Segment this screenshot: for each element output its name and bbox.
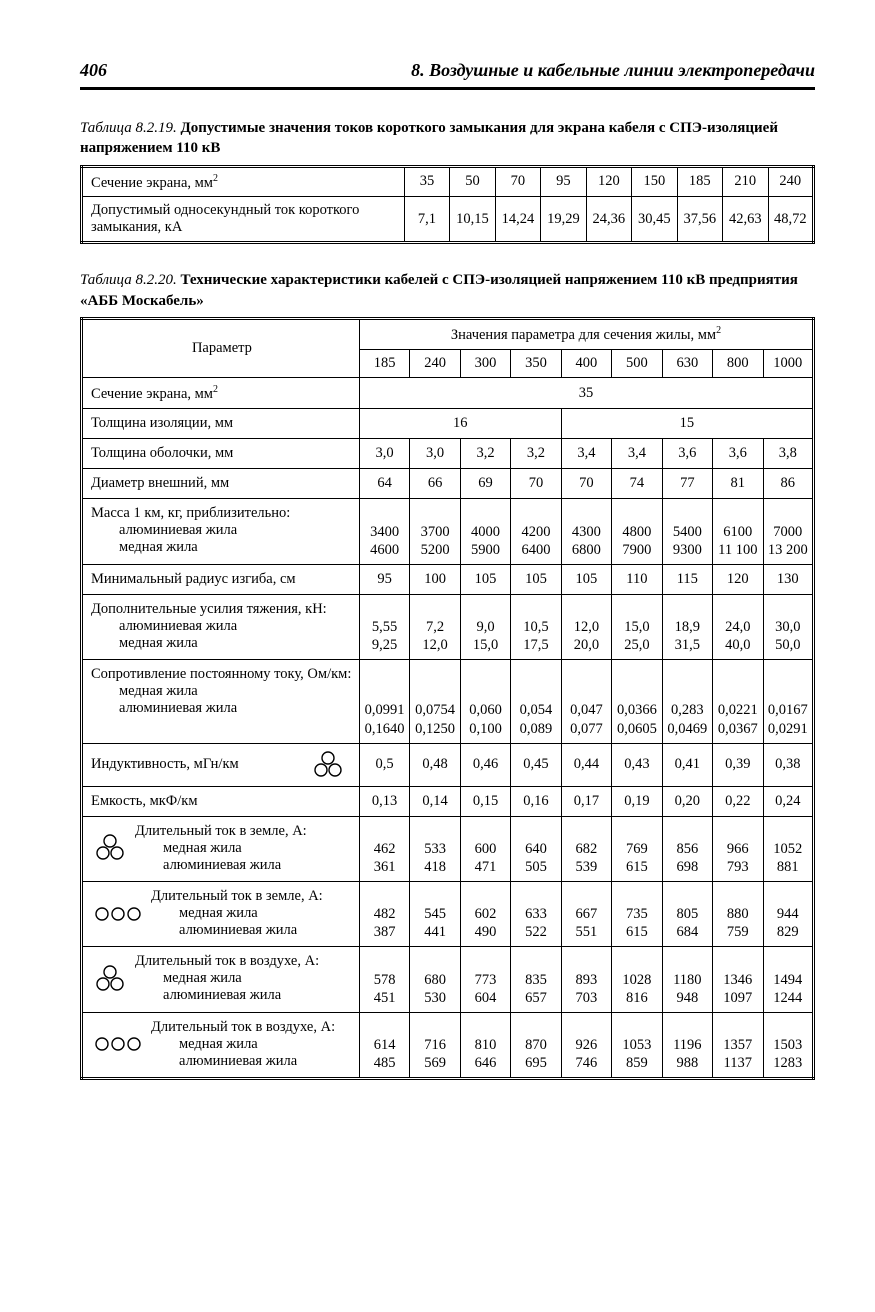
flat-row-icon (93, 905, 143, 923)
table-row: Сечение экрана, мм2 35 (82, 377, 814, 409)
t20-sec-8: 1000 (763, 349, 813, 377)
t20-insul-label: Толщина изоляции, мм (82, 409, 360, 439)
t20-sec-7: 800 (713, 349, 763, 377)
t20-air-flat-label: Длительный ток в воздухе, А: медная жила… (82, 1012, 360, 1078)
t20-sec-0: 185 (359, 349, 409, 377)
t20-ge-tre-label: Длительный ток в земле, А: медная жила а… (82, 816, 360, 881)
t20-sec-2: 300 (460, 349, 510, 377)
t20-header-param: Параметр (82, 318, 360, 377)
t20-cap-label: Емкость, мкФ/км (82, 786, 360, 816)
t20-insul-a: 16 (359, 409, 561, 439)
table-row: Толщина оболочки, мм 3,03,03,23,23,43,43… (82, 439, 814, 469)
table-row: Минимальный радиус изгиба, см 9510010510… (82, 564, 814, 594)
t19-r1-v6: 185 (677, 166, 722, 197)
t19-r1-v0: 35 (404, 166, 449, 197)
page-number: 406 (80, 60, 107, 81)
trefoil-icon (93, 964, 127, 994)
table19-number: Таблица 8.2.19. (80, 120, 177, 136)
t20-mass-label: Масса 1 км, кг, приблизительно: алюминие… (82, 499, 360, 564)
t20-sec-1: 240 (410, 349, 460, 377)
t19-r2-v3: 19,29 (541, 197, 586, 243)
table20-number: Таблица 8.2.20. (80, 272, 177, 288)
table19-title: Допустимые значения токов короткого замы… (80, 120, 778, 156)
t20-diam-label: Диаметр внешний, мм (82, 469, 360, 499)
t19-row1-label: Сечение экрана, мм2 (82, 166, 405, 197)
table-row: Масса 1 км, кг, приблизительно: алюминие… (82, 499, 814, 564)
t19-r2-v2: 14,24 (495, 197, 540, 243)
t19-r2-v0: 7,1 (404, 197, 449, 243)
t19-r1-v7: 210 (723, 166, 768, 197)
t20-ge-flat-label: Длительный ток в земле, А: медная жила а… (82, 882, 360, 947)
table20-caption: Таблица 8.2.20. Технические характеристи… (80, 270, 815, 311)
t20-ind-label: Индуктивность, мГн/км (82, 743, 360, 786)
t19-r1-v4: 120 (586, 166, 631, 197)
table19: Сечение экрана, мм2 35 50 70 95 120 150 … (80, 165, 815, 245)
t20-section-val: 35 (359, 377, 813, 409)
table-row: Длительный ток в воздухе, А: медная жила… (82, 1012, 814, 1078)
table-row: Допустимый односекундный ток короткого з… (82, 197, 814, 243)
t20-sheath-label: Толщина оболочки, мм (82, 439, 360, 469)
t20-sec-6: 630 (662, 349, 712, 377)
header-rule-thin (80, 89, 815, 90)
trefoil-icon (311, 750, 345, 780)
t20-bend-label: Минимальный радиус изгиба, см (82, 564, 360, 594)
t20-insul-b: 15 (561, 409, 813, 439)
t20-res-label: Сопротивление постоянному току, Ом/км: м… (82, 660, 360, 744)
table20-title: Технические характеристики кабелей с СПЭ… (80, 272, 798, 308)
table-row: Сопротивление постоянному току, Ом/км: м… (82, 660, 814, 744)
t19-r2-v1: 10,15 (450, 197, 495, 243)
t19-r1-v5: 150 (632, 166, 677, 197)
t19-r1-v3: 95 (541, 166, 586, 197)
flat-row-icon (93, 1035, 143, 1053)
table-row: Длительный ток в воздухе, А: медная жила… (82, 947, 814, 1012)
page-header: 406 8. Воздушные и кабельные линии элект… (80, 60, 815, 85)
trefoil-icon (93, 833, 127, 863)
table-row: Длительный ток в земле, А: медная жила а… (82, 816, 814, 881)
t19-r1-v1: 50 (450, 166, 495, 197)
t20-sec-5: 500 (612, 349, 662, 377)
table-row: Емкость, мкФ/км 0,130,140,150,160,170,19… (82, 786, 814, 816)
t19-r2-v7: 42,63 (723, 197, 768, 243)
t20-sec-3: 350 (511, 349, 561, 377)
table-row: Сечение экрана, мм2 35 50 70 95 120 150 … (82, 166, 814, 197)
table-row: Длительный ток в земле, А: медная жила а… (82, 882, 814, 947)
t20-section-label: Сечение экрана, мм2 (82, 377, 360, 409)
t19-r2-v8: 48,72 (768, 197, 814, 243)
chapter-title: 8. Воздушные и кабельные линии электропе… (411, 60, 815, 81)
t19-r1-v2: 70 (495, 166, 540, 197)
t20-header-group: Значения параметра для сечения жилы, мм2 (359, 318, 813, 349)
table-row: Толщина изоляции, мм 16 15 (82, 409, 814, 439)
t19-r2-v5: 30,45 (632, 197, 677, 243)
t20-air-tre-label: Длительный ток в воздухе, А: медная жила… (82, 947, 360, 1012)
t19-r2-v4: 24,36 (586, 197, 631, 243)
t20-pull-label: Дополнительные усилия тяжения, кН: алюми… (82, 594, 360, 659)
t19-r2-v6: 37,56 (677, 197, 722, 243)
t20-sec-4: 400 (561, 349, 611, 377)
table-row: Диаметр внешний, мм 646669707074778186 (82, 469, 814, 499)
table-row: Параметр Значения параметра для сечения … (82, 318, 814, 349)
table20: Параметр Значения параметра для сечения … (80, 317, 815, 1080)
t19-r1-v8: 240 (768, 166, 814, 197)
table-row: Дополнительные усилия тяжения, кН: алюми… (82, 594, 814, 659)
table-row: Индуктивность, мГн/км 0,50,480,460,450,4… (82, 743, 814, 786)
table19-caption: Таблица 8.2.19. Допустимые значения токо… (80, 118, 815, 159)
t19-row2-label: Допустимый односекундный ток короткого з… (82, 197, 405, 243)
